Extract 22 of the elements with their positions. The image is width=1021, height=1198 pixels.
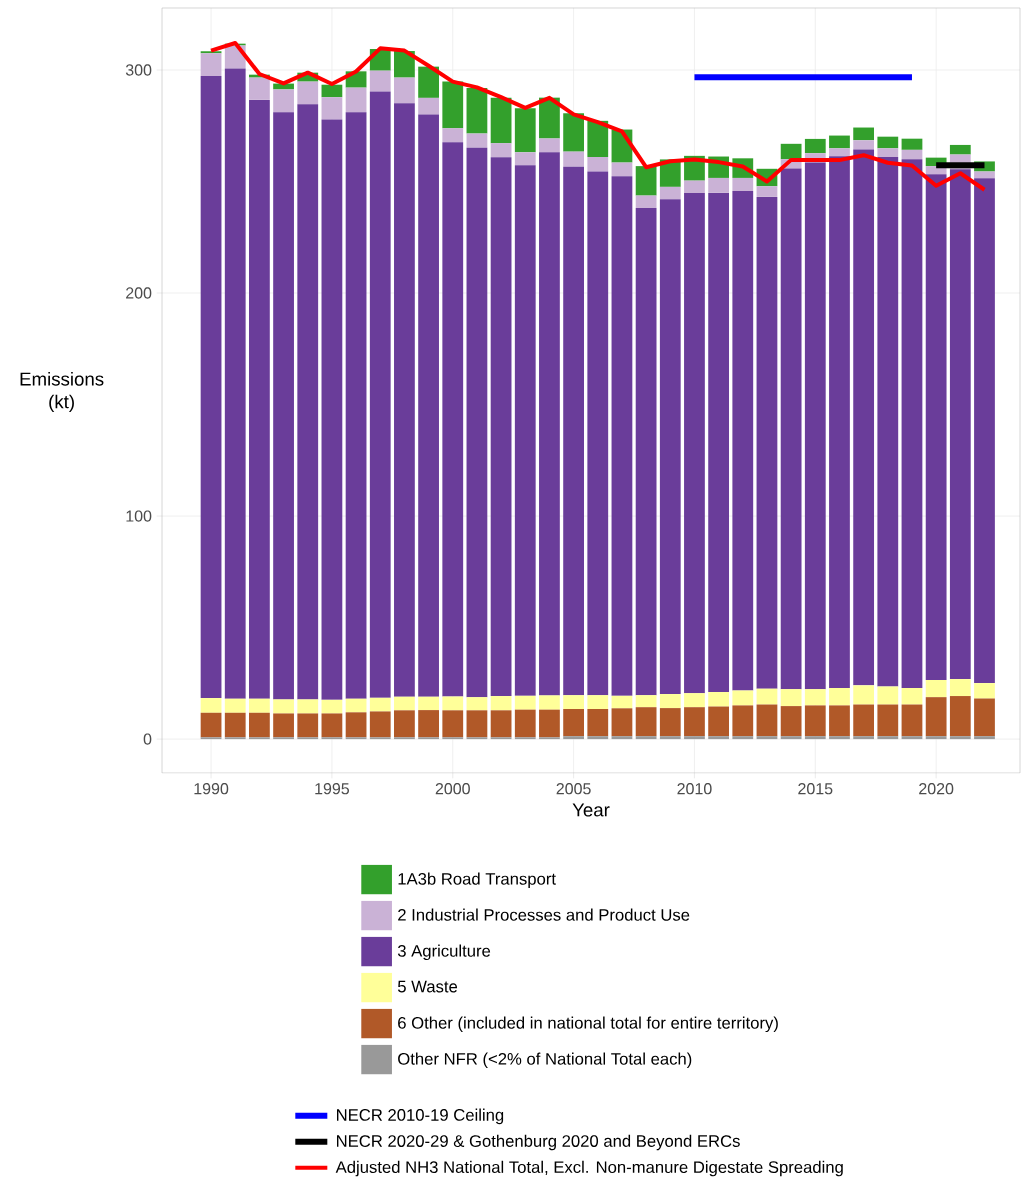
y-tick-label: 300 bbox=[125, 64, 152, 76]
legend-label: 2 Industrial Processes and Product Use bbox=[398, 908, 690, 921]
legend-label: 1A3b Road Transport bbox=[398, 872, 556, 889]
x-tick-label: 2020 bbox=[919, 783, 954, 795]
x-tick-label: 1990 bbox=[194, 783, 229, 795]
y-axis-title: Emissions (kt) bbox=[20, 371, 104, 413]
x-tick-label: 2000 bbox=[435, 783, 470, 795]
x-tick-label: 2015 bbox=[798, 783, 833, 795]
y-tick-label: 0 bbox=[143, 733, 152, 745]
y-tick-label: 200 bbox=[126, 287, 152, 299]
legend-label: 6 Other (included in national total for entire territory) bbox=[398, 1016, 778, 1033]
legend-label: Adjusted NH3 National Total, Excl. Non-manure Digestate Spreading bbox=[335, 1160, 843, 1177]
y-tick-label: 100 bbox=[126, 510, 152, 522]
legend-label: NECR 2020-29 & Gothenburg 2020 and Beyond ERCs bbox=[337, 1134, 740, 1151]
legend-label: Other NFR (<2% of National Total each) bbox=[398, 1052, 692, 1069]
x-tick-label: 2010 bbox=[677, 783, 712, 795]
legend-label: 5 Waste bbox=[397, 980, 458, 993]
legend-label: 3 Agriculture bbox=[397, 944, 491, 961]
x-axis-title: Year bbox=[572, 803, 610, 817]
legend-label: NECR 2010-19 Ceiling bbox=[337, 1108, 504, 1125]
x-tick-label: 1995 bbox=[315, 783, 350, 795]
x-tick-label: 2005 bbox=[556, 783, 591, 795]
